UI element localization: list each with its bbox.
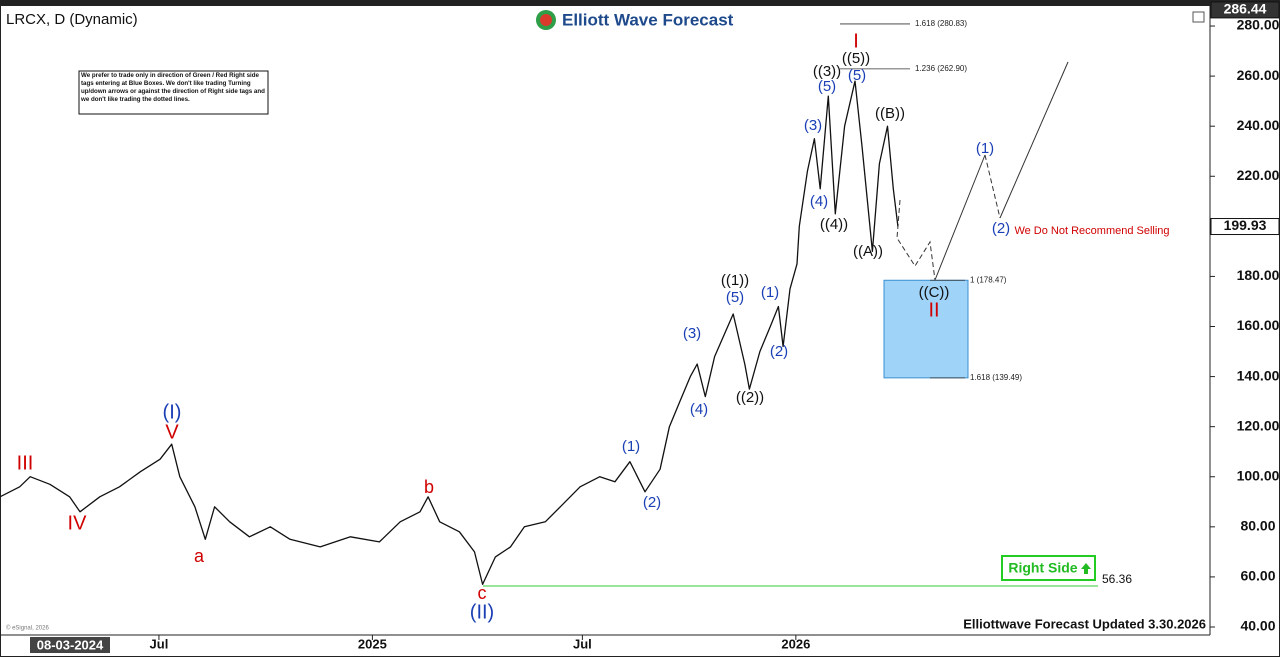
copyright: © eSignal, 2026	[6, 625, 49, 632]
wave-label: (I)	[163, 401, 182, 423]
chart-title: LRCX, D (Dynamic)	[6, 11, 138, 28]
wave-label: a	[194, 546, 205, 566]
wave-label: (3)	[683, 325, 701, 342]
y-tick-label: 240.00	[1237, 117, 1280, 133]
wave-label: ((4))	[820, 216, 848, 233]
projection-dashed	[984, 154, 1001, 219]
wave-label: (1)	[976, 140, 994, 157]
footer: Elliottwave Forecast Updated 3.30.2026	[963, 616, 1206, 631]
y-tick-label: 220.00	[1237, 167, 1280, 183]
price-tag-box	[1210, 1, 1280, 19]
disclaimer-box	[78, 70, 269, 115]
x-tick-label: 2026	[781, 636, 810, 651]
cursor-date: 08-03-2024	[37, 637, 104, 652]
wave-label: ((C))	[919, 284, 950, 301]
wave-label: (5)	[818, 78, 836, 95]
wave-label: (1)	[622, 438, 640, 455]
y-tick-label: 60.00	[1240, 568, 1275, 584]
price-tag: 199.93	[1224, 217, 1267, 233]
wave-label: (4)	[810, 193, 828, 210]
wave-label: c	[478, 583, 487, 603]
wave-label: b	[424, 477, 434, 497]
wave-label: V	[165, 421, 179, 443]
wave-label: ((1))	[721, 272, 749, 289]
wave-label: ((A))	[853, 243, 883, 260]
screenshot-icon	[1192, 11, 1205, 23]
price-line	[0, 80, 899, 586]
fib-label: 1.618 (139.49)	[970, 373, 1022, 382]
right-side-box	[1001, 555, 1096, 581]
y-tick-label: 260.00	[1237, 67, 1280, 83]
x-tick-label: Jul	[573, 636, 592, 651]
disclaimer: We prefer to trade only in direction of …	[81, 72, 265, 103]
price-tag: 286.44	[1224, 1, 1267, 17]
projection	[999, 61, 1069, 219]
right-side: Right Side	[1008, 560, 1077, 576]
wave-label: III	[17, 452, 34, 474]
wave-label: (II)	[470, 601, 494, 623]
wave-label: (1)	[761, 284, 779, 301]
y-tick-label: 280.00	[1237, 17, 1280, 33]
y-tick-label: 180.00	[1237, 267, 1280, 283]
fib-label: 1.618 (280.83)	[915, 19, 967, 28]
logo-icon-inner	[540, 14, 552, 26]
wave-label: (2)	[770, 343, 788, 360]
x-tick-label: Jul	[150, 636, 169, 651]
x-tick-label: 2025	[358, 636, 387, 651]
top-bar	[0, 0, 1280, 6]
wave-label: (2)	[643, 494, 661, 511]
wave-label: I	[853, 30, 859, 52]
support-label: 56.36	[1102, 572, 1132, 586]
wave-label: ((3))	[813, 63, 841, 80]
disclaimer-wrap: We prefer to trade only in direction of …	[81, 72, 265, 103]
fib-label: 1 (178.47)	[970, 275, 1007, 284]
blue-box	[883, 279, 969, 379]
right-side-arrow	[1081, 563, 1091, 574]
projection	[934, 154, 986, 281]
wave-label: (3)	[804, 117, 822, 134]
cursor-date-box	[30, 637, 110, 653]
y-tick-label: 120.00	[1237, 417, 1280, 433]
y-tick-label: 160.00	[1237, 317, 1280, 333]
brand: Elliott Wave Forecast	[562, 10, 734, 29]
wave-label: (2)	[992, 220, 1010, 237]
wave-label: ((B))	[875, 105, 905, 122]
wave-label: ((5))	[842, 50, 870, 67]
price-tag-box	[1210, 218, 1280, 236]
fib-label: 1.236 (262.90)	[915, 64, 967, 73]
wave-label: IV	[68, 512, 88, 534]
y-tick-label: 80.00	[1240, 518, 1275, 534]
wave-label: ((2))	[736, 389, 764, 406]
wave-label: (5)	[726, 289, 744, 306]
wave-label: (5)	[848, 67, 866, 84]
wave-label: We Do Not Recommend Selling	[1014, 225, 1169, 237]
wave-label: II	[928, 299, 939, 321]
y-tick-label: 140.00	[1237, 367, 1280, 383]
y-tick-label: 40.00	[1240, 618, 1275, 634]
y-tick-label: 100.00	[1237, 467, 1280, 483]
wave-label: (4)	[690, 401, 708, 418]
